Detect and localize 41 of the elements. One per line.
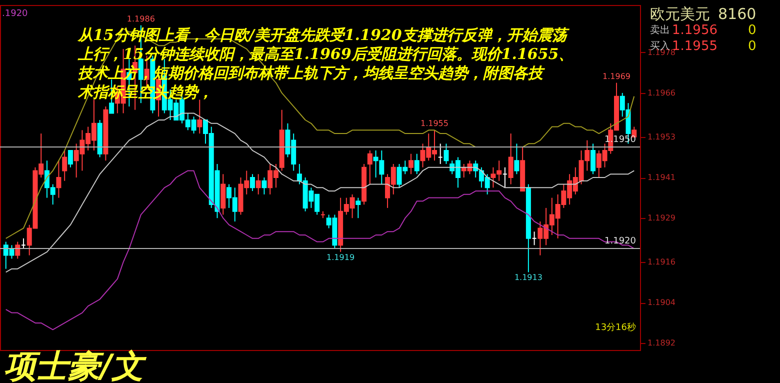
y-tick-label: 1.1953 — [648, 132, 676, 142]
annotation: 13分16秒 — [595, 322, 636, 333]
text: 0 — [748, 23, 756, 38]
annotation: 1.1969 — [602, 72, 631, 81]
y-tick-label: 1.1929 — [648, 214, 676, 223]
ref-line-label: 1.1920 — [604, 236, 636, 247]
y-tick-label: 1.1916 — [648, 258, 676, 267]
annotation: 1.1919 — [326, 252, 355, 262]
candlestick — [68, 150, 73, 168]
candlestick — [62, 150, 68, 182]
annotation: 1.1986 — [126, 14, 155, 24]
candlestick — [256, 174, 261, 195]
y-tick-label: 1.1941 — [648, 173, 676, 182]
text: 欧元美元 — [650, 5, 710, 23]
text: 0 — [748, 39, 756, 54]
y-tick-label: 1.1966 — [648, 88, 676, 98]
annotation: 1.1955 — [420, 119, 448, 128]
candlestick — [356, 197, 361, 219]
candlestick — [508, 133, 514, 185]
candlestick — [15, 241, 20, 260]
candlestick — [220, 174, 226, 216]
text: 1.1956 — [672, 23, 718, 38]
annotation: 1.1913 — [514, 273, 542, 282]
candlestick — [367, 150, 372, 185]
annotation: .1920 — [2, 9, 28, 19]
y-tick-label: 1.1892 — [648, 338, 676, 348]
candlestick — [590, 143, 596, 175]
candlestick — [408, 153, 414, 175]
candlestick — [444, 143, 449, 164]
text: 8160 — [718, 5, 756, 23]
y-tick-label: 1.1978 — [648, 48, 676, 57]
candlestick — [250, 174, 255, 192]
candlestick — [262, 177, 267, 195]
line-series — [5, 170, 635, 330]
candlestick — [197, 99, 202, 134]
y-tick-label: 1.1904 — [648, 298, 676, 308]
annotation: 项士豪/文 — [4, 347, 148, 383]
candlestick — [414, 153, 420, 175]
candlestick — [56, 160, 62, 198]
text: 卖出 — [650, 24, 670, 36]
candlestick — [514, 143, 520, 175]
